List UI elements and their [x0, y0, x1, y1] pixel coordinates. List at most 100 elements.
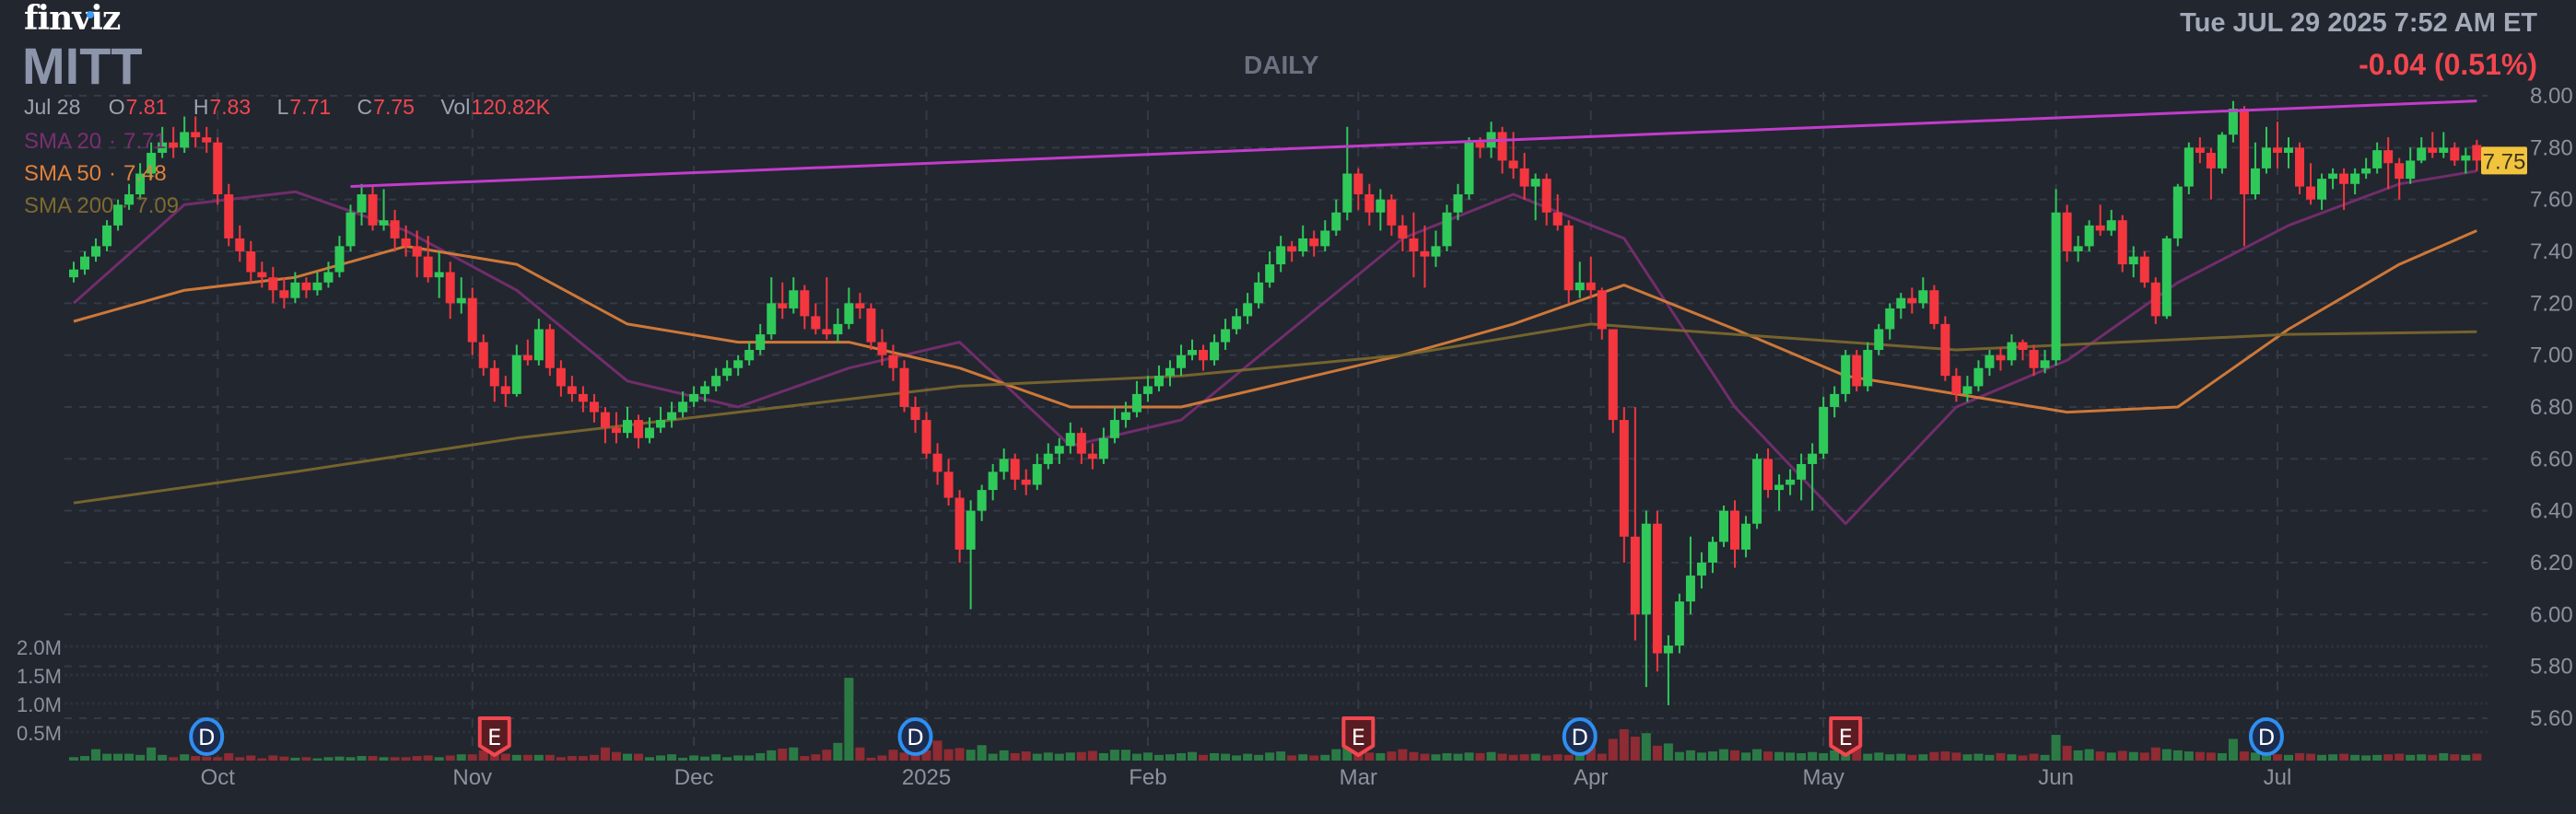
candle[interactable]: [80, 250, 90, 275]
candle[interactable]: [2084, 220, 2094, 251]
candle[interactable]: [2228, 100, 2238, 143]
candle[interactable]: [954, 490, 965, 563]
candle[interactable]: [700, 380, 710, 402]
candle[interactable]: [1575, 262, 1585, 298]
candle[interactable]: [1929, 285, 1939, 330]
candle[interactable]: [1563, 220, 1574, 304]
candle[interactable]: [69, 262, 78, 283]
candle[interactable]: [1830, 386, 1840, 418]
candle[interactable]: [1398, 215, 1408, 251]
candle[interactable]: [1021, 469, 1031, 495]
candle[interactable]: [1685, 536, 1695, 615]
candle[interactable]: [1142, 376, 1153, 402]
candle[interactable]: [589, 393, 599, 423]
candle[interactable]: [301, 277, 311, 298]
candle[interactable]: [1254, 272, 1264, 308]
candle[interactable]: [2095, 204, 2105, 237]
earnings-event-marker[interactable]: E: [1829, 716, 1863, 757]
candle[interactable]: [921, 412, 931, 459]
candle[interactable]: [611, 412, 621, 444]
sma50-legend[interactable]: SMA 50 · 7.48: [24, 161, 167, 186]
candle[interactable]: [1907, 287, 1917, 314]
candle[interactable]: [379, 189, 389, 231]
candle[interactable]: [1177, 344, 1186, 377]
candle[interactable]: [711, 367, 721, 392]
candle[interactable]: [1232, 308, 1242, 335]
candle[interactable]: [1442, 204, 1452, 251]
candle[interactable]: [1752, 453, 1762, 529]
candle[interactable]: [1188, 339, 1198, 361]
candle[interactable]: [1165, 360, 1175, 387]
candle[interactable]: [2261, 126, 2271, 174]
candle[interactable]: [124, 183, 135, 210]
candle[interactable]: [1730, 500, 1739, 568]
candle[interactable]: [1940, 316, 1950, 381]
candle[interactable]: [1010, 453, 1020, 491]
candle[interactable]: [268, 266, 278, 304]
candle[interactable]: [2150, 277, 2160, 324]
candle[interactable]: [1608, 329, 1618, 434]
candle[interactable]: [2284, 137, 2293, 169]
candle[interactable]: [1619, 406, 1629, 563]
candle[interactable]: [733, 355, 744, 377]
candle[interactable]: [1874, 323, 1884, 355]
candle[interactable]: [2239, 106, 2249, 247]
candle[interactable]: [2439, 132, 2449, 158]
candle[interactable]: [1032, 453, 1042, 491]
candle[interactable]: [1364, 183, 1375, 226]
candle[interactable]: [2361, 157, 2371, 180]
candle[interactable]: [2339, 168, 2349, 210]
candle[interactable]: [246, 240, 256, 283]
candle[interactable]: [678, 391, 688, 418]
candle[interactable]: [999, 448, 1009, 480]
candle[interactable]: [623, 406, 632, 438]
candle[interactable]: [822, 277, 832, 340]
candle[interactable]: [522, 339, 533, 366]
candle[interactable]: [1320, 220, 1330, 251]
candle[interactable]: [2306, 163, 2316, 205]
candle[interactable]: [943, 459, 954, 506]
candle[interactable]: [1741, 516, 1751, 558]
candle[interactable]: [412, 230, 422, 278]
candle[interactable]: [213, 137, 223, 205]
candle[interactable]: [1153, 365, 1164, 392]
earnings-event-marker[interactable]: E: [477, 716, 511, 757]
candle[interactable]: [1087, 443, 1097, 470]
candle[interactable]: [1674, 593, 1684, 654]
candle[interactable]: [312, 272, 322, 296]
candle[interactable]: [910, 396, 920, 434]
candle[interactable]: [235, 225, 245, 262]
candle[interactable]: [755, 323, 766, 355]
candle[interactable]: [1210, 334, 1220, 366]
candle[interactable]: [1342, 126, 1352, 221]
candle[interactable]: [977, 484, 987, 521]
candle[interactable]: [578, 386, 588, 413]
sma200-legend[interactable]: SMA 200 · 7.09: [24, 193, 180, 218]
candle[interactable]: [1962, 376, 1973, 402]
candle[interactable]: [2172, 183, 2183, 247]
candle[interactable]: [789, 277, 799, 314]
candle[interactable]: [1918, 277, 1928, 308]
candle[interactable]: [2295, 142, 2305, 195]
candle[interactable]: [1885, 303, 1895, 340]
candle[interactable]: [500, 376, 510, 407]
candle[interactable]: [1597, 287, 1607, 340]
candle[interactable]: [1774, 474, 1785, 511]
candle[interactable]: [135, 163, 146, 200]
candle[interactable]: [257, 262, 267, 288]
candle[interactable]: [1043, 443, 1053, 470]
candle[interactable]: [855, 293, 865, 320]
sma20-legend[interactable]: SMA 20 · 7.71: [24, 129, 167, 154]
candle[interactable]: [2461, 147, 2471, 174]
candle[interactable]: [1353, 168, 1364, 210]
candle[interactable]: [645, 417, 655, 444]
candle[interactable]: [656, 406, 666, 434]
candle[interactable]: [1663, 634, 1673, 705]
candle[interactable]: [102, 220, 112, 251]
candle[interactable]: [899, 360, 909, 413]
candle[interactable]: [800, 285, 810, 330]
candle[interactable]: [2184, 142, 2194, 195]
candle[interactable]: [2007, 334, 2017, 366]
candle[interactable]: [600, 406, 610, 444]
